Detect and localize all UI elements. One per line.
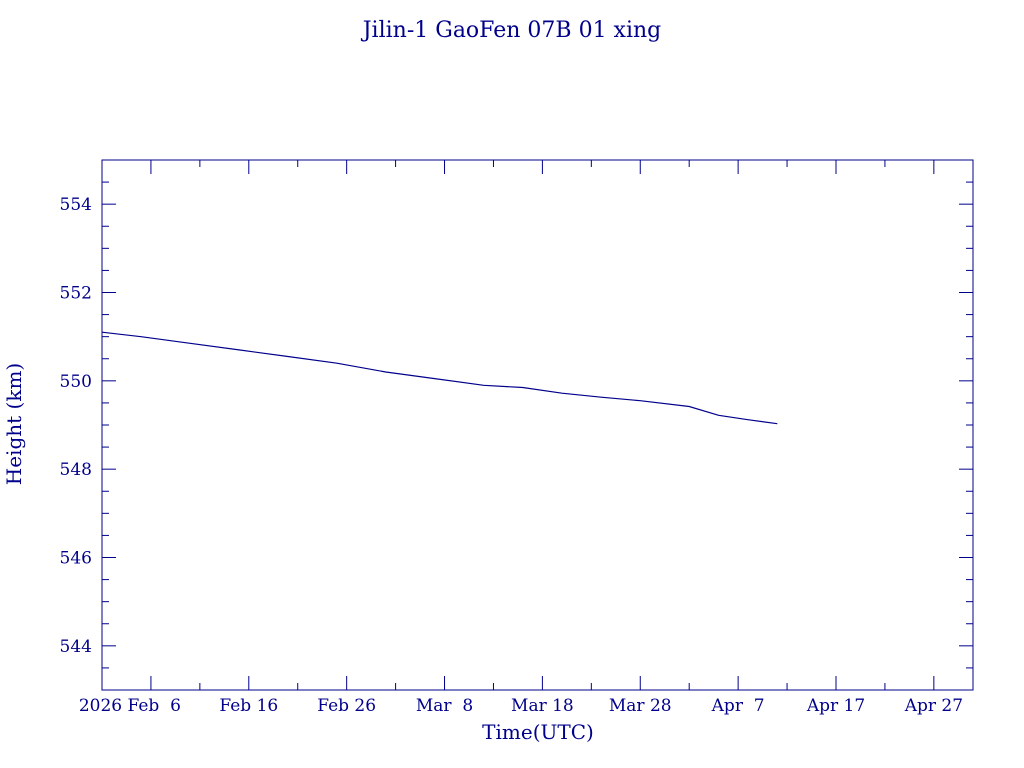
series-line-height: [101, 331, 778, 425]
plot-frame: [101, 159, 974, 691]
axis-tick-labels: 544 546 548 550 552 554 2026 Feb 6 Feb 16 Feb 26…: [60, 195, 963, 716]
y-tick-label: 544: [60, 637, 92, 657]
x-tick-label: Feb 26: [317, 696, 376, 716]
x-tick-label: Mar 18: [511, 696, 574, 716]
y-tick-label: 548: [60, 460, 92, 480]
y-tick-label: 552: [60, 284, 92, 304]
y-tick-label: 554: [60, 195, 92, 215]
x-tick-label: Mar 8: [416, 696, 473, 716]
x-tick-label: Apr 17: [806, 696, 865, 716]
x-axis-label: Time(UTC): [482, 720, 594, 744]
x-tick-label: Apr 27: [904, 696, 963, 716]
x-tick-label: 2026 Feb 6: [79, 696, 181, 716]
y-axis-label: Height (km): [2, 363, 26, 485]
x-tick-label: Feb 16: [219, 696, 278, 716]
y-tick-label: 550: [60, 372, 92, 392]
x-tick-label: Apr 7: [711, 696, 765, 716]
x-tick-label: Mar 28: [609, 696, 672, 716]
axis-ticks: [101, 159, 973, 691]
chart-title: Jilin-1 GaoFen 07B 01 xing: [361, 18, 662, 43]
y-tick-label: 546: [60, 549, 92, 569]
